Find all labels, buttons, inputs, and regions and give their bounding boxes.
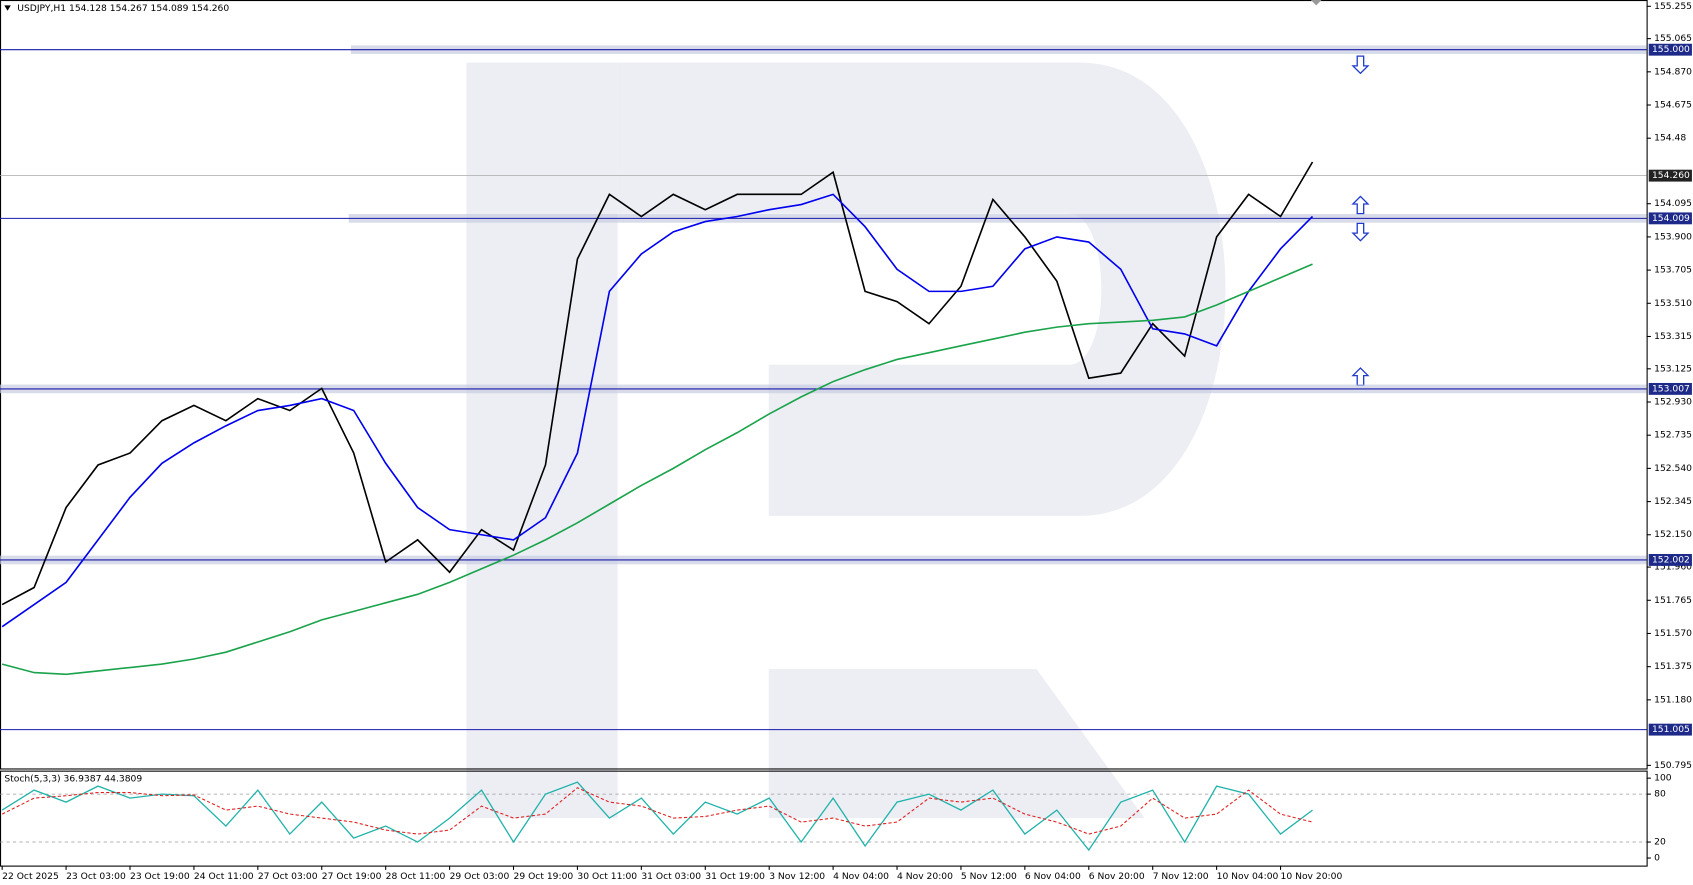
y-tick-label: 151.180 — [1654, 694, 1692, 705]
y-tick-label: 152.930 — [1654, 397, 1692, 408]
x-tick-label: 6 Nov 20:00 — [1089, 871, 1145, 882]
y-tick-label: 150.795 — [1654, 760, 1692, 771]
y-tick-label: 154.48 — [1654, 133, 1686, 144]
level-label: 151.005 — [1652, 724, 1690, 735]
y-tick-label: 153.125 — [1654, 363, 1692, 374]
chart-header: USDJPY,H1 154.128 154.267 154.089 154.26… — [17, 3, 229, 14]
y-tick-label: 152.345 — [1654, 496, 1692, 507]
current-price-box — [1648, 169, 1692, 182]
y-tick-label: 154.675 — [1654, 100, 1692, 111]
x-tick-label: 10 Nov 20:00 — [1281, 871, 1343, 882]
level-label-box — [1648, 382, 1692, 395]
x-tick-label: 24 Oct 11:00 — [194, 871, 254, 882]
level-label-box — [1648, 43, 1692, 56]
header-arrow — [4, 5, 11, 11]
current-price-label: 154.260 — [1652, 170, 1690, 181]
y-tick-label: 151.570 — [1654, 628, 1692, 639]
x-tick-label: 30 Oct 11:00 — [577, 871, 637, 882]
series-line — [1, 787, 1313, 835]
level-label-box — [1648, 554, 1692, 566]
y-tick-label: 155.065 — [1654, 33, 1692, 44]
y-tick-label: 155.255 — [1654, 1, 1692, 12]
x-tick-label: 5 Nov 12:00 — [961, 871, 1017, 882]
y-tick-label: 151.960 — [1654, 562, 1692, 573]
x-tick-label: 3 Nov 12:00 — [769, 871, 825, 882]
series-line — [1, 781, 1313, 852]
y-tick-label: 0 — [1654, 853, 1660, 864]
y-tick-label: 20 — [1654, 837, 1666, 848]
y-tick-label: 100 — [1654, 773, 1672, 784]
x-tick-label: 7 Nov 12:00 — [1153, 871, 1209, 882]
x-tick-label: 29 Oct 03:00 — [450, 871, 510, 882]
y-tick-label: 151.765 — [1654, 595, 1692, 606]
x-tick-label: 10 Nov 04:00 — [1217, 871, 1279, 882]
y-tick-label: 153.705 — [1654, 265, 1692, 276]
signal-arrows — [1351, 55, 1370, 386]
y-tick-label: 153.900 — [1654, 231, 1692, 242]
x-tick-label: 31 Oct 03:00 — [641, 871, 701, 882]
x-tick-label: 27 Oct 19:00 — [322, 871, 382, 882]
x-tick-label: 4 Nov 20:00 — [897, 871, 953, 882]
y-tick-label: 152.735 — [1654, 430, 1692, 441]
y-tick-label: 152.540 — [1654, 463, 1692, 474]
x-tick-label: 4 Nov 04:00 — [833, 871, 889, 882]
level-label: 153.007 — [1652, 383, 1690, 394]
y-tick-label: 153.510 — [1654, 298, 1692, 309]
series-line — [1, 193, 1314, 628]
x-tick-label: 31 Oct 19:00 — [705, 871, 765, 882]
level-label-box — [1648, 212, 1692, 225]
level-label: 154.009 — [1652, 213, 1690, 224]
y-tick-label: 154.870 — [1654, 66, 1692, 77]
y-tick-label: 154.095 — [1654, 198, 1692, 209]
series-line — [1, 161, 1314, 606]
level-label-box — [1648, 723, 1692, 736]
x-tick-label: 28 Oct 11:00 — [386, 871, 446, 882]
level-label: 155.000 — [1652, 44, 1690, 55]
y-tick-label: 153.315 — [1654, 331, 1692, 342]
indicator-label: Stoch(5,3,3) 36.9387 44.3809 — [4, 774, 142, 785]
y-tick-label: 151.375 — [1654, 661, 1692, 672]
series-line — [1, 263, 1313, 676]
x-tick-label: 22 Oct 2025 — [2, 871, 59, 882]
x-tick-label: 29 Oct 19:00 — [514, 871, 574, 882]
stoch-panel-frame — [0, 770, 1648, 867]
x-tick-label: 6 Nov 04:00 — [1025, 871, 1081, 882]
scroll-marker — [1310, 0, 1322, 6]
x-tick-label: 23 Oct 19:00 — [130, 871, 190, 882]
x-tick-label: 23 Oct 03:00 — [66, 871, 126, 882]
y-tick-label: 80 — [1654, 789, 1666, 800]
x-tick-label: 27 Oct 03:00 — [258, 871, 318, 882]
y-tick-label: 152.150 — [1654, 529, 1692, 540]
level-label: 152.002 — [1652, 554, 1690, 565]
